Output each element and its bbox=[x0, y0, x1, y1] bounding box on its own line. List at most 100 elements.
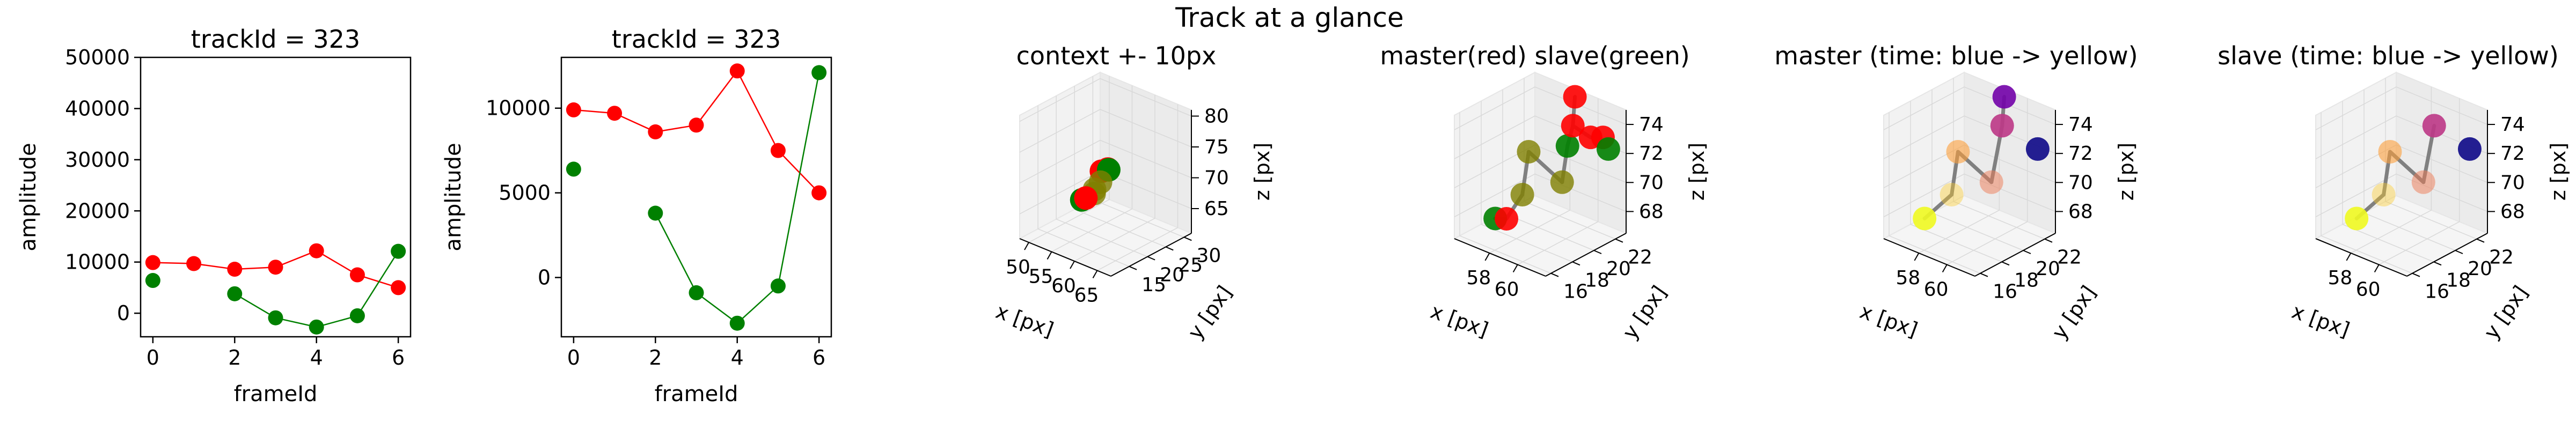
y-grid-line bbox=[2342, 101, 2434, 263]
series-1-point bbox=[770, 278, 786, 294]
y-axis-label: y [px] bbox=[2047, 282, 2101, 344]
track-point bbox=[1561, 114, 1585, 138]
x-tick-label: 55 bbox=[1029, 266, 1053, 288]
z-tick-label: 70 bbox=[2500, 172, 2525, 194]
y-axis-line bbox=[1110, 233, 1192, 277]
chart-title: slave (time: blue -> yellow) bbox=[2218, 41, 2559, 70]
z-grid-line bbox=[1883, 86, 2056, 130]
x-tick-mark bbox=[1024, 242, 1029, 250]
x-tick-mark bbox=[1484, 253, 1490, 261]
z-tick-label: 65 bbox=[1204, 198, 1229, 220]
y-grid-line bbox=[2321, 112, 2413, 274]
z-grid-line bbox=[2315, 173, 2488, 218]
y-tick-label: 16 bbox=[1563, 281, 1588, 303]
z-tick-label: 74 bbox=[1639, 114, 1664, 136]
series-0-point bbox=[145, 255, 160, 270]
y-axis-line bbox=[2406, 233, 2488, 277]
chart-2-amplitude-zoomed: trackId = 323 frameId amplitude 0 2 4 6 0 5000 10… bbox=[441, 25, 832, 406]
x-tick-label: 4 bbox=[310, 346, 323, 369]
x-tick-label: 2 bbox=[649, 346, 662, 369]
y-tick-mark bbox=[1183, 236, 1192, 241]
y-tick-label: 20 bbox=[2468, 258, 2492, 280]
plot-frame bbox=[140, 56, 412, 338]
y-axis-label: amplitude bbox=[441, 143, 466, 251]
z-grid-line bbox=[1883, 173, 2056, 218]
x-tick-label: 65 bbox=[1074, 285, 1099, 307]
y-grid-line bbox=[1056, 95, 1148, 257]
z-axis-label: z [px] bbox=[2114, 143, 2138, 201]
y-axis-label: y [px] bbox=[2479, 282, 2533, 344]
y-grid-line bbox=[1910, 101, 2002, 263]
series-1-line bbox=[234, 250, 399, 328]
x-tick-label: 60 bbox=[1051, 275, 1076, 297]
y-tick-mark bbox=[1980, 272, 1988, 277]
y-tick-mark bbox=[2455, 250, 2463, 254]
y-grid-line bbox=[1481, 101, 1573, 263]
z-tick-label: 80 bbox=[1204, 106, 1229, 128]
chart-title: trackId = 323 bbox=[612, 25, 781, 54]
track-point bbox=[1596, 137, 1620, 161]
z-grid-line bbox=[2315, 115, 2488, 159]
x-tick-label: 58 bbox=[1896, 267, 1920, 289]
y-tick-label: 20000 bbox=[65, 199, 130, 223]
z-grid-line bbox=[1019, 109, 1192, 153]
series-0-point bbox=[729, 63, 745, 79]
y-tick-label: 30000 bbox=[65, 148, 130, 172]
y-tick-label: 10000 bbox=[486, 97, 551, 120]
chart-1-amplitude-linear: trackId = 323 frameId amplitude 0 2 4 6 0 10000 2… bbox=[16, 25, 412, 406]
series-1-point bbox=[391, 243, 406, 259]
x-tick-label: 58 bbox=[2328, 267, 2352, 289]
z-tick-label: 70 bbox=[1639, 172, 1664, 194]
y-tick-label: 22 bbox=[2489, 247, 2514, 269]
plot-frame bbox=[560, 56, 832, 338]
track-point bbox=[2457, 137, 2482, 161]
track-point bbox=[1563, 85, 1587, 109]
x-axis-label: frameId bbox=[234, 382, 318, 406]
y-tick-mark bbox=[1572, 261, 1580, 266]
y-tick-label: 16 bbox=[2425, 281, 2449, 303]
track-point bbox=[1555, 134, 1579, 158]
x-tick-mark bbox=[1914, 253, 1920, 261]
y-tick-label: 5000 bbox=[499, 181, 551, 205]
y-tick-label: 16 bbox=[1993, 281, 2017, 303]
y-tick-mark bbox=[1129, 265, 1137, 270]
y-tick-label: 18 bbox=[2014, 269, 2039, 291]
x-tick-mark bbox=[2346, 253, 2352, 261]
y-tick-label: 20 bbox=[2036, 258, 2060, 280]
series-0-point bbox=[648, 124, 663, 139]
z-tick-label: 74 bbox=[2500, 114, 2525, 136]
track-point bbox=[1550, 170, 1574, 194]
x-tick-label: 6 bbox=[392, 346, 405, 369]
z-grid-line bbox=[1454, 173, 1627, 218]
x-grid-line bbox=[1028, 76, 1110, 243]
y-axis-label: y [px] bbox=[1183, 282, 1237, 344]
x-axis-label: x [px] bbox=[1857, 299, 1921, 342]
y-tick-mark bbox=[1147, 256, 1155, 261]
series-0-point bbox=[309, 243, 324, 258]
y-grid-line bbox=[1889, 112, 1981, 274]
chart-title: master (time: blue -> yellow) bbox=[1774, 41, 2138, 70]
series-1-point bbox=[268, 310, 283, 326]
z-grid-line bbox=[1019, 78, 1192, 122]
track-point bbox=[1946, 139, 1970, 164]
series-0-point bbox=[689, 117, 704, 133]
x-grid-line bbox=[1097, 104, 1179, 271]
x-axis-label: x [px] bbox=[993, 299, 1057, 342]
y-tick-label: 20 bbox=[1160, 264, 1184, 286]
track-point bbox=[1913, 206, 1937, 231]
y-tick-label: 10000 bbox=[65, 250, 130, 274]
y-tick-label: 30 bbox=[1196, 245, 1221, 267]
y-tick-label: 18 bbox=[1585, 269, 1609, 291]
y-tick-mark bbox=[2023, 250, 2031, 254]
series-0-point bbox=[770, 143, 786, 158]
y-tick-label: 40000 bbox=[65, 97, 130, 120]
y-tick-label: 18 bbox=[2446, 269, 2471, 291]
z-tick-label: 68 bbox=[2500, 201, 2525, 223]
y-tick-mark bbox=[1550, 272, 1559, 277]
y-tick-label: 15 bbox=[1141, 274, 1166, 296]
x-tick-label: 58 bbox=[1466, 267, 1491, 289]
x-axis-line bbox=[1454, 238, 1546, 277]
